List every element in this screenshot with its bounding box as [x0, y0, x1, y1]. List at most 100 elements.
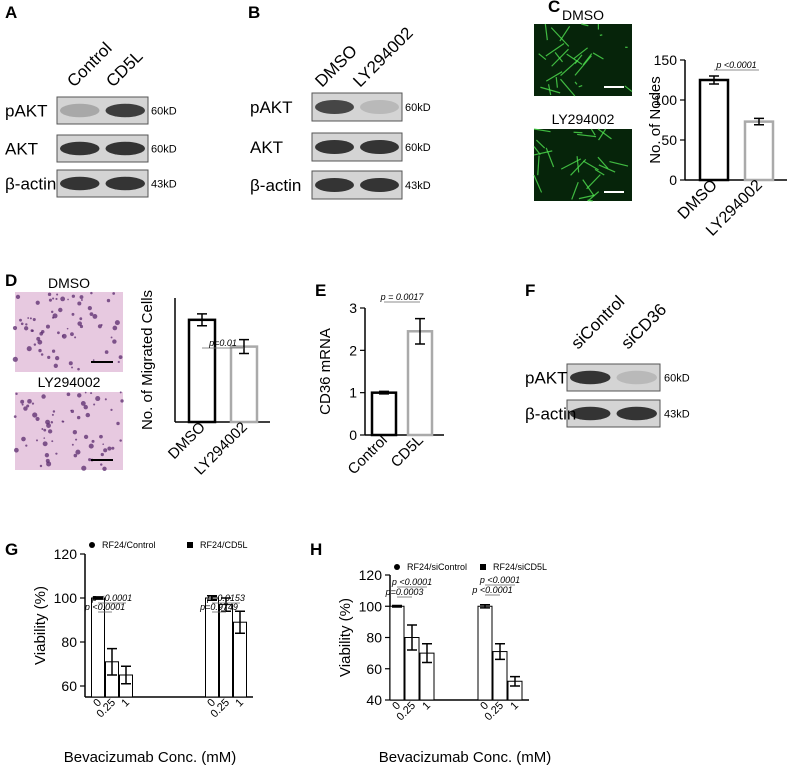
y-tick-label: 80 [366, 630, 382, 646]
y-axis-label: Viability (%) [32, 586, 49, 665]
y-tick-label: 0 [669, 172, 677, 188]
bar [698, 78, 730, 182]
y-tick-label: 150 [654, 52, 678, 68]
y-axis-label: No. of Migrated Cells [139, 290, 156, 430]
cell [26, 404, 30, 408]
blot-band [315, 178, 354, 192]
tube [560, 60, 578, 77]
cell [36, 336, 41, 341]
cell [79, 317, 83, 321]
blot-band [315, 140, 354, 154]
x-tick-label: 1 [233, 697, 246, 710]
panel-letter: B [248, 3, 260, 22]
y-tick-label: 60 [61, 678, 77, 694]
cell [89, 312, 94, 316]
y-tick-label: 100 [54, 590, 78, 606]
size-label: 43kD [151, 179, 177, 191]
y-tick-label: 50 [661, 132, 677, 148]
blot-band [60, 141, 100, 156]
cell [104, 350, 109, 354]
cell [73, 453, 78, 458]
cell [95, 395, 101, 402]
cell [70, 409, 75, 414]
cell [15, 294, 21, 299]
y-tick-label: 2 [349, 342, 357, 358]
annotation: p <0.0001 [84, 602, 125, 612]
bar [91, 597, 105, 698]
cell [35, 439, 39, 442]
error-bar [379, 390, 389, 395]
lane-label: siControl [567, 292, 628, 353]
cell [107, 446, 112, 451]
cell [117, 360, 120, 364]
image-label: LY294002 [552, 111, 615, 127]
cell [90, 291, 93, 295]
cell [102, 443, 105, 445]
cell [75, 449, 81, 455]
blot-band [60, 103, 100, 118]
cell [92, 313, 98, 319]
cell [14, 447, 19, 453]
tube [540, 86, 561, 94]
cell [83, 434, 89, 440]
tube [576, 156, 580, 173]
cell [27, 317, 30, 319]
blot-band [616, 370, 657, 385]
cell [102, 466, 107, 471]
size-label: 60kD [405, 102, 431, 114]
cell [20, 322, 24, 326]
error-bar [235, 610, 245, 634]
annotation: p=0.9749 [199, 602, 238, 612]
cell [46, 461, 52, 467]
blot-band [60, 176, 100, 191]
tube [587, 199, 593, 202]
tube [578, 194, 595, 200]
cell [32, 412, 38, 418]
y-axis-label: No. of Nodes [647, 76, 664, 164]
bar [219, 604, 233, 698]
annotation: p=0.0153 [206, 593, 245, 603]
cell [116, 421, 120, 426]
error-bar [197, 313, 207, 327]
tube [533, 128, 551, 133]
panel-letter: F [525, 281, 535, 300]
cell [79, 295, 84, 299]
cell [77, 321, 83, 326]
cell [88, 458, 92, 462]
y-tick-label: 80 [61, 634, 77, 650]
tube [573, 47, 588, 60]
cell [31, 402, 35, 405]
cell [52, 410, 56, 413]
cell [47, 429, 53, 434]
error-bar [392, 604, 402, 608]
blot-band [570, 406, 611, 421]
cell [29, 317, 32, 320]
tube [597, 128, 612, 140]
size-label: 43kD [405, 180, 431, 192]
cell [112, 325, 118, 331]
cell [68, 361, 73, 366]
blot-band [360, 178, 399, 192]
cell [25, 323, 28, 326]
error-bar [121, 665, 131, 685]
cell [21, 436, 26, 442]
cell [46, 423, 51, 428]
cell [99, 434, 103, 439]
row-label: pAKT [250, 98, 293, 117]
tube [574, 54, 583, 64]
cell [47, 355, 51, 359]
cell [120, 399, 124, 403]
tube [545, 43, 565, 57]
image-label: DMSO [562, 7, 604, 23]
tube [574, 81, 578, 85]
cell [50, 310, 54, 314]
cell [114, 320, 120, 326]
cell [106, 298, 111, 303]
panel-letter: G [5, 540, 18, 559]
cell [77, 301, 82, 306]
cell [12, 325, 18, 331]
cell [39, 464, 43, 468]
cell [77, 393, 82, 398]
lane-label: DMSO [311, 41, 360, 90]
cell [100, 452, 104, 457]
